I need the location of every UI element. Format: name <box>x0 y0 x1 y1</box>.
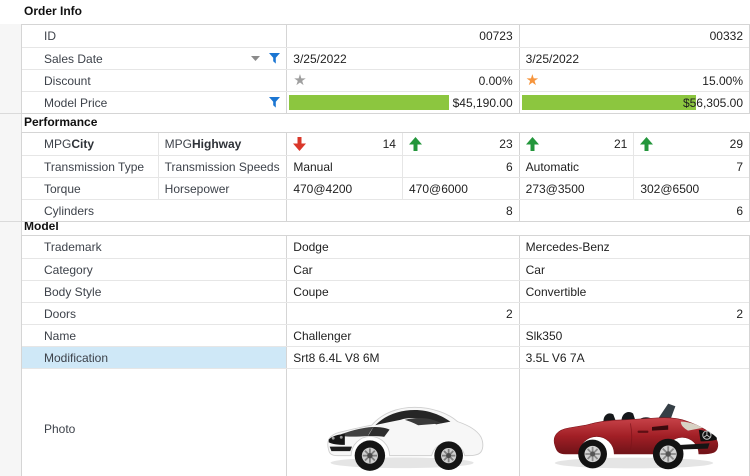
row-header-id[interactable]: ID <box>22 25 288 47</box>
row-modification: Modification Srt8 6.4L V8 6M 3.5L V6 7A <box>22 346 749 368</box>
row-header-torque[interactable]: Torque <box>22 178 159 199</box>
row-photo: Photo <box>22 368 749 476</box>
row-header-category[interactable]: Category <box>22 259 288 280</box>
cell-category-car1[interactable]: Car <box>287 259 520 280</box>
cell-torque-car1[interactable]: 470@4200 <box>287 178 403 199</box>
cell-name-car2[interactable]: Slk350 <box>525 328 563 343</box>
row-trademark: Trademark Dodge Mercedes-Benz <box>22 236 749 258</box>
star-rating-icon[interactable]: ★ <box>525 71 540 89</box>
cell-sales-date-car1[interactable]: 3/25/2022 <box>287 48 520 69</box>
category-model: Model <box>24 219 59 233</box>
section-separator <box>0 221 21 222</box>
cell-trademark-car1[interactable]: Dodge <box>287 236 520 258</box>
row-header-modification-selected[interactable]: Modification <box>22 347 288 368</box>
row-header-trademark[interactable]: Trademark <box>22 236 288 258</box>
row-header-mpg-highway[interactable]: MPG Highway <box>159 133 288 155</box>
row-header-sales-date[interactable]: Sales Date <box>22 48 288 69</box>
row-transmission: Transmission Type Transmission Speeds Ma… <box>22 155 749 177</box>
cell-photo-car2[interactable] <box>520 369 749 476</box>
cell-body-style-car1[interactable]: Coupe <box>287 281 520 302</box>
row-header-transmission-type[interactable]: Transmission Type <box>22 156 159 177</box>
cell-modification-car2[interactable]: 3.5L V6 7A <box>525 350 585 365</box>
cell-trademark-car2[interactable]: Mercedes-Benz <box>525 240 610 254</box>
dodge-challenger-photo <box>318 380 488 476</box>
cell-transmission-type-car2[interactable]: Automatic <box>520 156 635 177</box>
row-body-style: Body Style Coupe Convertible <box>22 280 749 302</box>
dropdown-icon[interactable] <box>251 56 261 61</box>
filter-icon[interactable] <box>269 53 281 64</box>
cell-cylinders-car2[interactable]: 6 <box>736 203 743 218</box>
model-grid: Trademark Dodge Mercedes-Benz Category C… <box>21 235 750 476</box>
row-header-body-style[interactable]: Body Style <box>22 281 288 302</box>
category-order-info: Order Info <box>24 4 83 18</box>
cell-id-car1[interactable]: 00723 <box>287 25 520 47</box>
row-header-horsepower[interactable]: Horsepower <box>159 178 288 199</box>
row-header-discount[interactable]: Discount <box>22 70 288 91</box>
order-info-grid: ID 00723 00332 Sales Date 3/25/2022 3/25… <box>21 24 750 114</box>
arrow-up-icon <box>640 137 654 151</box>
row-mpg: MPG City MPG Highway 14 23 <box>22 133 749 155</box>
row-torque: Torque Horsepower 470@4200 470@6000 273@… <box>22 177 749 199</box>
cell-category-car2[interactable]: Car <box>525 262 545 277</box>
cell-transmission-type-car1[interactable]: Manual <box>287 156 403 177</box>
cell-cylinders-car1[interactable]: 8 <box>287 200 520 221</box>
cell-model-price-car1[interactable]: $45,190.00 <box>287 92 520 113</box>
row-cylinders: Cylinders 8 6 <box>22 199 749 221</box>
cell-horsepower-car1[interactable]: 470@6000 <box>408 181 468 196</box>
row-doors: Doors 2 2 <box>22 302 749 324</box>
mercedes-slk-photo <box>544 380 724 476</box>
cell-body-style-car2[interactable]: Convertible <box>525 284 587 299</box>
row-indent-gutter <box>0 24 22 476</box>
price-progress-bar <box>289 95 449 110</box>
row-header-transmission-speeds[interactable]: Transmission Speeds <box>159 156 288 177</box>
cell-mpg-city-car1[interactable]: 14 <box>287 133 403 155</box>
row-category: Category Car Car <box>22 258 749 280</box>
star-rating-icon[interactable]: ★ <box>293 71 307 89</box>
arrow-up-icon <box>408 137 422 151</box>
row-header-model-price[interactable]: Model Price <box>22 92 288 113</box>
row-discount: Discount ★ 0.00% ★ 15.00% <box>22 69 749 91</box>
row-header-name[interactable]: Name <box>22 325 288 346</box>
cell-discount-car2[interactable]: ★ 15.00% <box>525 71 743 89</box>
cell-mpg-highway-car1[interactable]: 23 <box>403 133 519 155</box>
section-separator <box>0 113 21 114</box>
category-performance: Performance <box>24 115 98 129</box>
cell-name-car1[interactable]: Challenger <box>287 325 520 346</box>
filter-icon[interactable] <box>269 97 281 108</box>
arrow-down-icon <box>293 137 307 151</box>
row-header-doors[interactable]: Doors <box>22 303 288 324</box>
row-header-mpg-city[interactable]: MPG City <box>22 133 159 155</box>
performance-grid: MPG City MPG Highway 14 23 <box>21 132 750 222</box>
row-name: Name Challenger Slk350 <box>22 324 749 346</box>
cell-modification-car1[interactable]: Srt8 6.4L V8 6M <box>287 347 520 368</box>
cell-doors-car1[interactable]: 2 <box>287 303 520 324</box>
cell-photo-car1[interactable] <box>287 369 520 476</box>
row-model-price: Model Price $45,190.00 $56,305.00 <box>22 91 749 113</box>
cell-transmission-speeds-car1[interactable]: 6 <box>505 159 513 174</box>
cell-torque-car2[interactable]: 273@3500 <box>520 178 635 199</box>
cell-mpg-highway-car2[interactable]: 29 <box>634 133 749 155</box>
arrow-up-icon <box>525 137 539 151</box>
cell-sales-date-car2[interactable]: 3/25/2022 <box>525 51 580 66</box>
row-header-photo[interactable]: Photo <box>22 369 288 476</box>
cell-horsepower-car2[interactable]: 302@6500 <box>640 181 700 196</box>
row-header-cylinders[interactable]: Cylinders <box>22 200 288 221</box>
cell-transmission-speeds-car2[interactable]: 7 <box>736 159 743 174</box>
row-sales-date: Sales Date 3/25/2022 3/25/2022 <box>22 47 749 69</box>
price-progress-bar <box>521 95 696 110</box>
cell-mpg-city-car2[interactable]: 21 <box>520 133 635 155</box>
cell-doors-car2[interactable]: 2 <box>736 306 743 321</box>
row-id: ID 00723 00332 <box>22 25 749 47</box>
cell-id-car2[interactable]: 00332 <box>709 29 743 43</box>
cell-model-price-car2[interactable]: $56,305.00 <box>520 92 749 113</box>
cell-discount-car1[interactable]: ★ 0.00% <box>287 70 520 91</box>
